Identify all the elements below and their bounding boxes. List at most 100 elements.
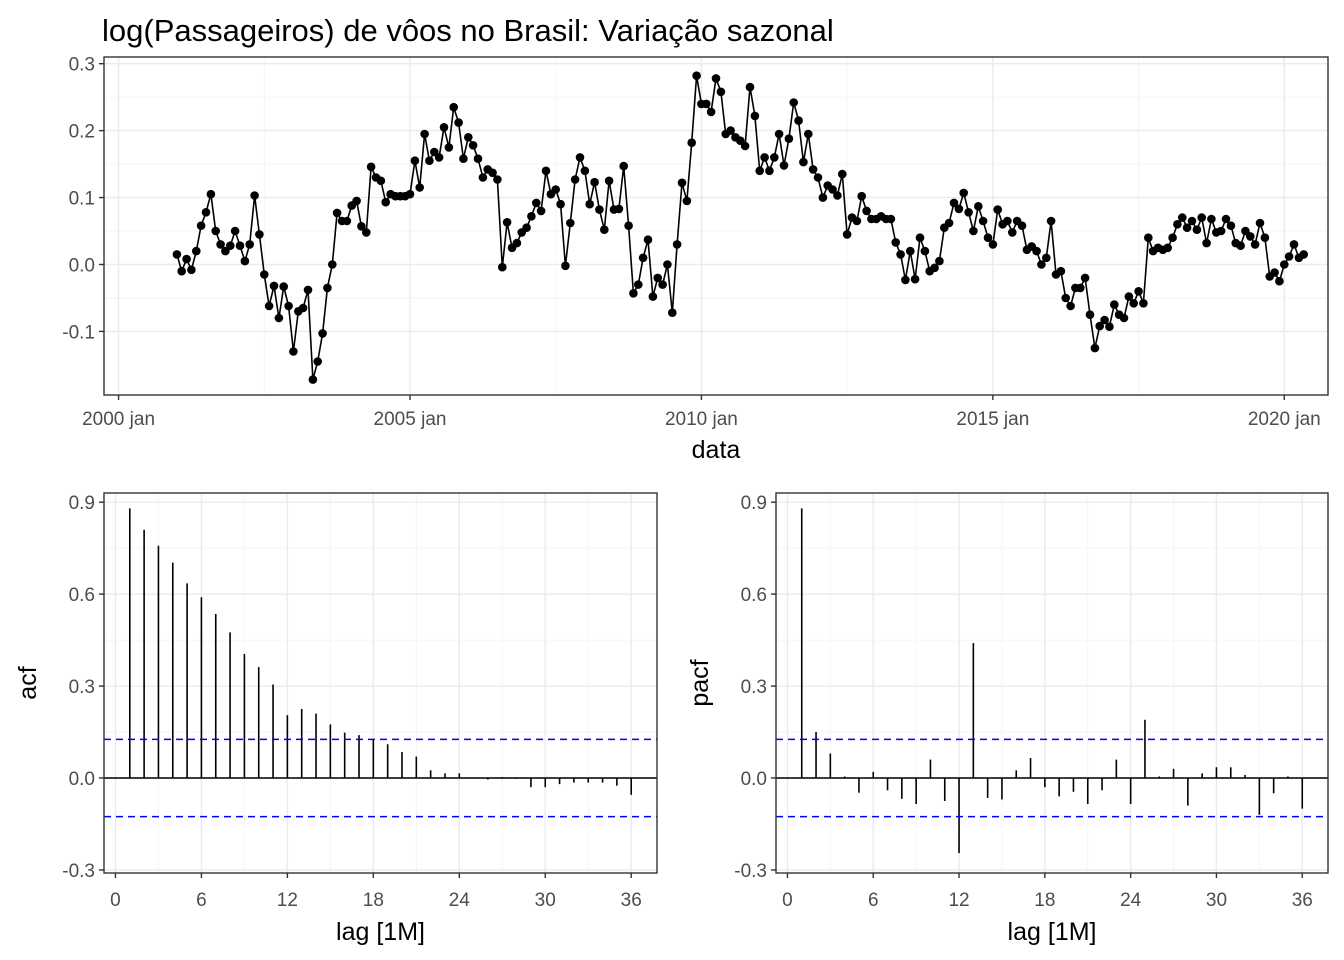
x-tick-label: 0 — [110, 890, 121, 911]
data-point — [774, 129, 784, 139]
data-point — [648, 292, 658, 301]
data-point — [468, 141, 478, 150]
data-point — [745, 82, 755, 92]
data-point — [1216, 226, 1226, 236]
data-point — [585, 199, 594, 209]
data-point — [434, 153, 444, 162]
data-point — [201, 208, 211, 217]
data-point — [269, 281, 279, 291]
data-point — [255, 230, 264, 239]
data-point — [493, 175, 502, 184]
data-point — [1192, 225, 1202, 234]
data-point — [313, 357, 323, 366]
data-point — [1221, 214, 1231, 224]
x-tick-label: 6 — [868, 890, 879, 911]
data-point — [1284, 252, 1294, 261]
data-point — [852, 216, 862, 226]
data-point — [279, 282, 289, 291]
data-point — [818, 193, 828, 202]
y-tick-label: 0.2 — [69, 122, 95, 143]
x-tick-label: 12 — [948, 890, 969, 911]
data-point — [1003, 216, 1012, 226]
data-point — [1182, 223, 1192, 232]
data-point — [522, 223, 531, 232]
data-point — [1134, 287, 1143, 296]
x-tick-label: 24 — [449, 890, 471, 911]
data-point — [1207, 214, 1216, 224]
data-point — [512, 238, 522, 248]
data-point — [570, 175, 580, 184]
y-tick-label: 0.6 — [69, 585, 95, 606]
data-point — [260, 270, 269, 279]
data-point — [1085, 310, 1095, 320]
y-tick-label: -0.3 — [734, 861, 767, 882]
data-point — [1090, 343, 1100, 353]
data-point — [1187, 216, 1197, 226]
data-point — [935, 256, 944, 266]
data-point — [1119, 313, 1129, 323]
data-point — [415, 183, 425, 192]
data-point — [716, 87, 726, 97]
data-point — [561, 261, 570, 271]
data-point — [459, 154, 468, 163]
data-point — [857, 191, 866, 201]
y-tick-label: 0.9 — [69, 493, 95, 514]
x-axis-title: data — [692, 436, 741, 464]
data-point — [527, 212, 536, 221]
x-axis-title: lag [1M] — [1008, 918, 1097, 946]
data-point — [289, 347, 298, 356]
data-point — [988, 240, 998, 249]
data-point — [949, 198, 959, 208]
x-tick-label: 18 — [1034, 890, 1055, 911]
data-point — [813, 173, 823, 182]
data-point — [1129, 299, 1138, 308]
data-point — [532, 198, 541, 208]
data-point — [1105, 322, 1114, 332]
data-point — [381, 197, 391, 207]
data-point — [1017, 221, 1027, 230]
data-point — [1144, 233, 1153, 242]
data-point — [308, 375, 318, 384]
data-point — [789, 98, 798, 107]
data-point — [1226, 221, 1236, 230]
data-point — [405, 189, 415, 199]
data-point — [1260, 233, 1270, 242]
y-tick-label: 0.1 — [69, 189, 95, 210]
data-point — [682, 196, 692, 206]
data-point — [799, 157, 808, 167]
data-point — [444, 143, 454, 152]
y-tick-label: 0.3 — [69, 55, 95, 76]
data-point — [566, 218, 575, 228]
data-point — [274, 313, 284, 323]
data-point — [502, 218, 512, 227]
y-tick-label: 0.3 — [741, 677, 767, 698]
x-tick-label: 36 — [1292, 890, 1313, 911]
data-point — [1066, 301, 1075, 311]
data-point — [425, 156, 434, 165]
data-point — [658, 280, 667, 289]
y-tick-label: 0.0 — [69, 769, 95, 790]
data-point — [1124, 292, 1134, 301]
data-point — [838, 169, 847, 179]
data-point — [784, 134, 794, 143]
data-point — [187, 265, 196, 275]
data-point — [634, 280, 643, 289]
data-point — [1246, 232, 1255, 241]
data-point — [264, 301, 274, 311]
data-point — [488, 168, 497, 178]
y-tick-label: -0.3 — [62, 861, 95, 882]
data-point — [755, 166, 764, 176]
y-tick-label: 0.0 — [741, 769, 767, 790]
data-point — [1202, 238, 1211, 248]
data-point — [804, 129, 813, 139]
data-point — [600, 225, 609, 234]
data-point — [629, 289, 638, 298]
x-tick-label: 18 — [363, 890, 384, 911]
data-point — [1163, 243, 1172, 253]
data-point — [332, 208, 342, 218]
data-point — [920, 246, 930, 256]
data-point — [706, 107, 716, 117]
series-line — [176, 75, 1305, 380]
data-point — [420, 129, 429, 139]
data-point — [211, 226, 220, 236]
